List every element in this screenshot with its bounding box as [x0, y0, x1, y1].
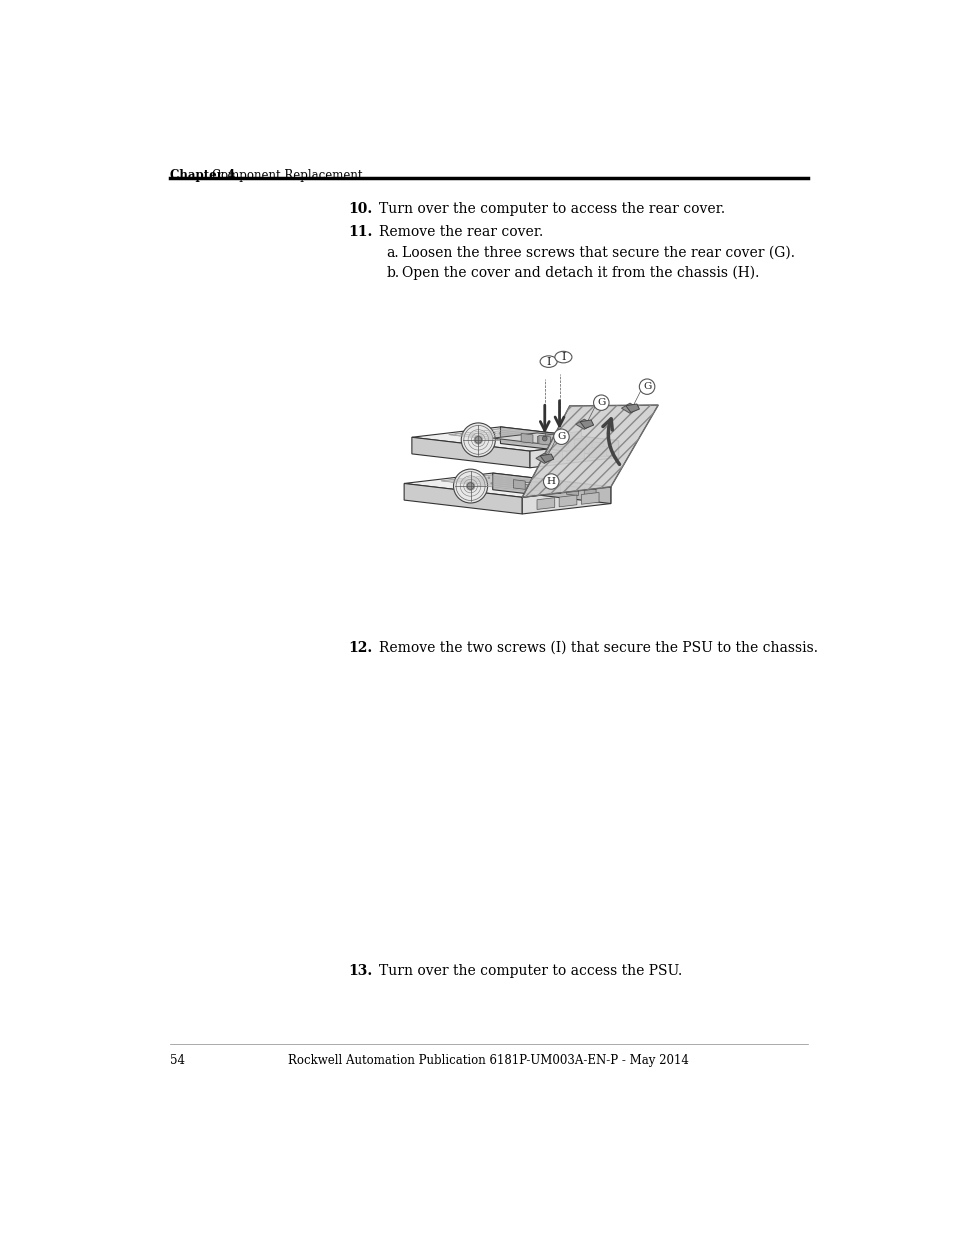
Circle shape — [453, 469, 487, 503]
Text: Remove the rear cover.: Remove the rear cover. — [378, 225, 542, 240]
Text: G: G — [642, 382, 651, 391]
Polygon shape — [579, 420, 593, 429]
Text: G: G — [557, 432, 565, 441]
Text: Chapter 4: Chapter 4 — [170, 169, 234, 182]
Polygon shape — [537, 498, 554, 510]
Text: b.: b. — [386, 266, 399, 280]
Circle shape — [553, 429, 569, 445]
Polygon shape — [588, 446, 606, 458]
Circle shape — [542, 436, 546, 441]
Polygon shape — [404, 473, 610, 498]
Polygon shape — [592, 442, 603, 452]
Polygon shape — [492, 473, 610, 504]
Text: I: I — [560, 352, 565, 362]
Polygon shape — [404, 483, 521, 514]
Polygon shape — [536, 453, 553, 463]
Text: Remove the two screws (I) that secure the PSU to the chassis.: Remove the two screws (I) that secure th… — [378, 641, 817, 655]
Polygon shape — [530, 441, 618, 468]
Circle shape — [639, 379, 654, 394]
Text: Component Replacement: Component Replacement — [212, 169, 362, 182]
Ellipse shape — [539, 356, 557, 367]
Circle shape — [461, 422, 495, 457]
Text: G: G — [597, 398, 605, 408]
Circle shape — [467, 483, 474, 489]
Text: H: H — [546, 477, 556, 487]
Polygon shape — [531, 482, 542, 492]
Text: 10.: 10. — [348, 203, 372, 216]
Polygon shape — [625, 404, 639, 412]
Circle shape — [543, 474, 558, 489]
Polygon shape — [556, 437, 568, 447]
Text: 12.: 12. — [348, 641, 372, 655]
Polygon shape — [440, 474, 574, 490]
Polygon shape — [537, 431, 581, 443]
Polygon shape — [576, 419, 592, 430]
Circle shape — [557, 432, 561, 436]
Polygon shape — [517, 482, 544, 485]
Text: 11.: 11. — [348, 225, 372, 240]
Polygon shape — [539, 454, 553, 463]
Text: Turn over the computer to access the rear cover.: Turn over the computer to access the rea… — [378, 203, 724, 216]
Polygon shape — [448, 429, 581, 445]
Polygon shape — [566, 448, 584, 461]
Polygon shape — [521, 487, 610, 514]
Polygon shape — [620, 403, 638, 414]
Polygon shape — [558, 495, 577, 506]
Text: Open the cover and detach it from the chassis (H).: Open the cover and detach it from the ch… — [402, 266, 759, 280]
Ellipse shape — [555, 351, 572, 363]
Polygon shape — [574, 440, 585, 450]
Polygon shape — [532, 482, 554, 484]
Text: 54: 54 — [170, 1055, 185, 1067]
Text: 13.: 13. — [348, 965, 372, 978]
Polygon shape — [513, 479, 525, 489]
Text: I: I — [546, 357, 550, 367]
Text: a.: a. — [386, 246, 399, 261]
Polygon shape — [412, 437, 530, 468]
Circle shape — [475, 436, 481, 443]
Polygon shape — [566, 485, 578, 495]
Polygon shape — [493, 433, 581, 443]
Text: Rockwell Automation Publication 6181P-UM003A-EN-P - May 2014: Rockwell Automation Publication 6181P-UM… — [288, 1055, 689, 1067]
Polygon shape — [548, 484, 560, 494]
Polygon shape — [544, 452, 562, 463]
Polygon shape — [520, 433, 533, 443]
Polygon shape — [583, 488, 596, 498]
Polygon shape — [521, 405, 658, 498]
Polygon shape — [580, 493, 598, 504]
Circle shape — [593, 395, 608, 410]
Text: Turn over the computer to access the PSU.: Turn over the computer to access the PSU… — [378, 965, 681, 978]
Polygon shape — [500, 427, 618, 457]
Polygon shape — [538, 436, 550, 446]
Polygon shape — [412, 427, 618, 451]
Text: Loosen the three screws that secure the rear cover (G).: Loosen the three screws that secure the … — [402, 246, 794, 261]
